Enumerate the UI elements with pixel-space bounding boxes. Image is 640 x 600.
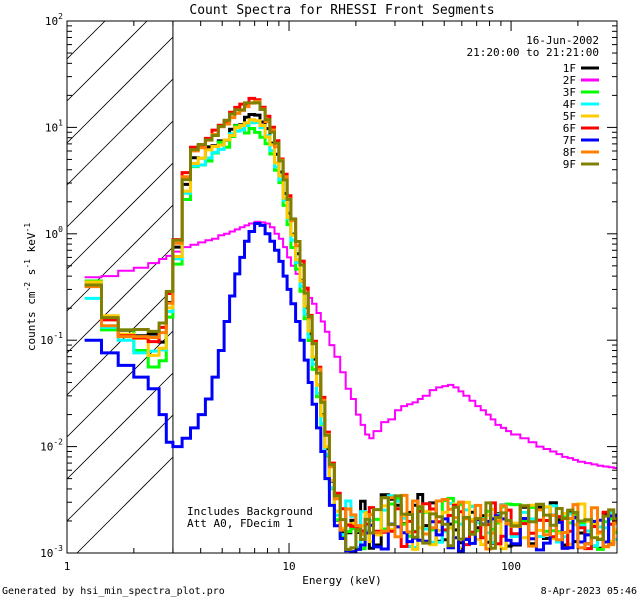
hatch-line [67, 21, 106, 60]
series-line-5f [84, 118, 617, 551]
y-label-exp: -2 [23, 282, 32, 292]
legend-label-5f: 5F [563, 110, 576, 123]
y-label-part: counts cm [25, 291, 38, 351]
series-line-9f [84, 101, 617, 551]
y-tick-label: 100 [45, 225, 63, 241]
attenuator-note: Att A0, FDecim 1 [187, 517, 293, 530]
hatch-line [67, 162, 174, 270]
legend-label-2f: 2F [563, 74, 576, 87]
attenuator-hatch [67, 0, 174, 553]
hatch-line [67, 21, 148, 102]
series-line-2f [84, 220, 617, 469]
hatch-line [76, 456, 174, 553]
x-tick-label: 10 [282, 560, 295, 573]
timestamp-footer: 8-Apr-2023 05:46 [541, 586, 637, 597]
x-tick-label: 100 [501, 560, 521, 573]
plot-frame [66, 20, 618, 554]
date-annotation: 16-Jun-2002 [526, 34, 599, 47]
hatch-line [67, 330, 174, 438]
legend-label-8f: 8F [563, 146, 576, 159]
legend-label-4f: 4F [563, 98, 576, 111]
legend-label-1f: 1F [563, 62, 576, 75]
background-note: Includes Background [187, 505, 313, 518]
hatch-line [67, 372, 174, 480]
hatch-line [67, 78, 174, 186]
hatch-line [67, 246, 174, 354]
y-axis-label: counts cm-2 s-1 keV-1 [23, 223, 38, 351]
hatch-line [67, 414, 174, 522]
y-tick-label: 101 [45, 118, 63, 134]
generated-by-footer: Generated by hsi_min_spectra_plot.pro [2, 586, 225, 597]
y-label-part: keV [25, 232, 38, 259]
series-line-8f [84, 99, 617, 551]
y-tick-label: 10-3 [40, 544, 63, 560]
chart-title: Count Spectra for RHESSI Front Segments [189, 3, 494, 18]
hatch-line [67, 36, 174, 144]
legend-label-6f: 6F [563, 122, 576, 135]
series-line-3f [84, 124, 617, 551]
legend-label-7f: 7F [563, 134, 576, 147]
hatch-line [67, 204, 174, 312]
y-label-exp: -1 [23, 259, 32, 269]
x-tick-label: 1 [64, 560, 71, 573]
series-line-4f [84, 121, 617, 549]
y-tick-label: 10-1 [40, 331, 63, 347]
time-range-annotation: 21:20:00 to 21:21:00 [467, 46, 599, 59]
y-label-part: s [25, 269, 38, 282]
y-tick-label: 10-2 [40, 438, 63, 454]
legend-label-3f: 3F [563, 86, 576, 99]
hatch-line [67, 120, 174, 228]
legend-label-9f: 9F [563, 158, 576, 171]
x-axis-label: Energy (keV) [302, 574, 381, 587]
hatch-line [67, 288, 174, 396]
y-label-exp: -1 [23, 223, 32, 233]
y-tick-label: 102 [45, 12, 63, 28]
hatch-line [67, 0, 173, 17]
